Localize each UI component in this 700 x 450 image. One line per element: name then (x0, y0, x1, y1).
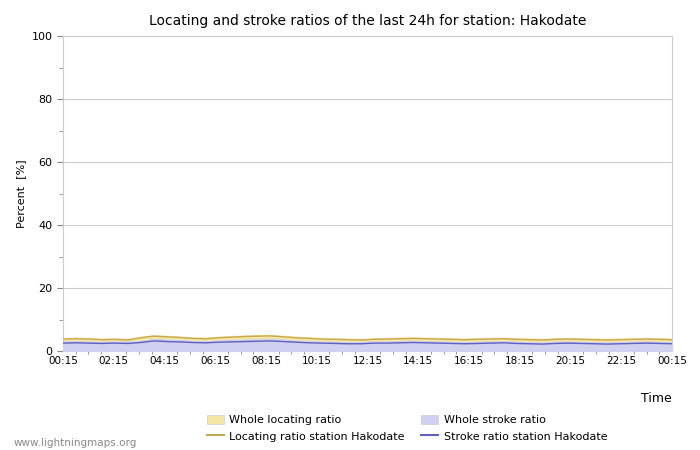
Title: Locating and stroke ratios of the last 24h for station: Hakodate: Locating and stroke ratios of the last 2… (149, 14, 586, 28)
Text: Time: Time (641, 392, 672, 405)
Legend: Whole locating ratio, Locating ratio station Hakodate, Whole stroke ratio, Strok: Whole locating ratio, Locating ratio sta… (202, 410, 612, 446)
Y-axis label: Percent  [%]: Percent [%] (16, 159, 26, 228)
Text: www.lightningmaps.org: www.lightningmaps.org (14, 437, 137, 447)
